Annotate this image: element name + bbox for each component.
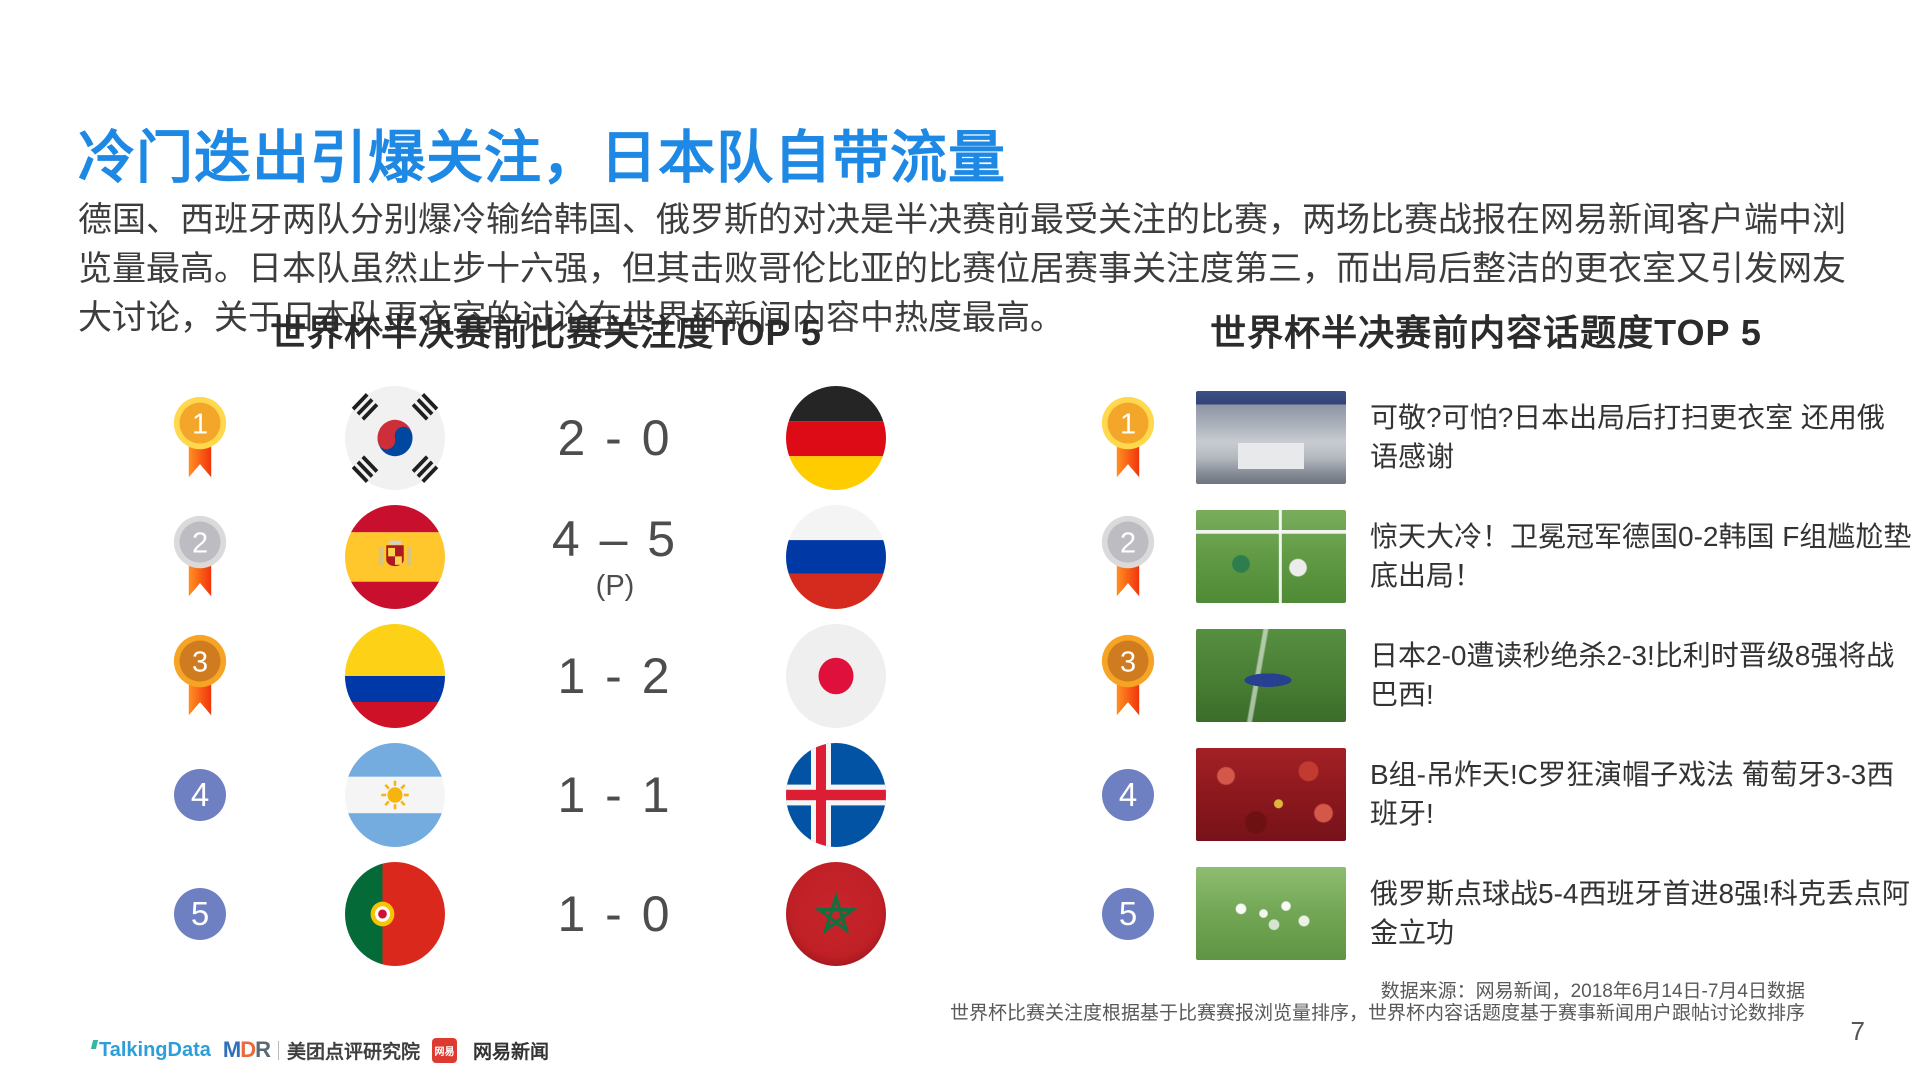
argentina-flag-icon [345,742,445,847]
match-score: 1 - 0 [557,885,673,942]
rank-2-silver-medal-icon: 2 [173,515,227,596]
match-row: 4 [130,735,962,854]
netease-news-label: 网易新闻 [473,1041,550,1063]
topic-ranking-title: 世界杯半决赛前内容话题度TOP 5 [1210,312,1762,353]
rank-number: 4 [1118,775,1138,813]
locker-room-photo [1196,391,1346,484]
rank-1-gold-medal-icon: 1 [173,396,227,477]
player-on-pitch-photo [1196,629,1346,722]
match-ranking-section: 世界杯半决赛前比赛关注度TOP 5 1 [130,304,962,973]
rank-4-badge: 4 [1102,768,1154,821]
rank-number: 3 [1120,646,1136,678]
topic-row: 2 惊天大冷！卫冕冠军德国0-2韩国 F组尴尬垫底出局！ [1060,497,1912,616]
rank-1-gold-medal-icon: 1 [1101,396,1155,477]
news-headline: 日本2-0遭读秒绝杀2-3!比利时晋级8强将战巴西! [1370,640,1895,710]
match-score: 4 – 5 (P) [551,511,679,602]
red-crowd-photo [1196,748,1346,841]
match-score: 1 - 1 [557,766,673,823]
match-row: 2 [130,497,962,616]
talkingdata-wordmark: TalkingData [99,1038,211,1061]
rank-2-silver-medal-icon: 2 [1101,515,1155,596]
rank-number: 2 [192,527,208,559]
rank-number: 1 [192,408,208,440]
south-korea-flag-icon [345,385,445,490]
match-ranking-title: 世界杯半决赛前比赛关注度TOP 5 [270,312,822,353]
mdr-letter-d: D [240,1037,256,1062]
page-title: 冷门迭出引爆关注，日本队自带流量 [78,126,1006,191]
talkingdata-logo: TalkingData [90,1038,211,1062]
match-rows: 1 2 - 0 [130,378,962,973]
footer-logos: TalkingData M D R 美团点评研究院 网易 网易新闻 [90,1036,550,1064]
rank-5-badge: 5 [174,887,226,940]
mdr-letter-m: M [222,1037,241,1062]
topic-row: 4 B组-吊炸天!C罗狂演帽子戏法 葡萄牙3-3西班牙! [1060,735,1912,854]
match-row: 1 2 - 0 [130,378,962,497]
match-score: 1 - 2 [557,647,673,704]
goal-scramble-photo [1196,510,1346,603]
data-source-note: 数据来源：网易新闻，2018年6月14日-7月4日数据 世界杯比赛关注度根据基于… [950,981,1805,1025]
rank-3-bronze-medal-icon: 3 [1101,634,1155,715]
mdr-meituan-logo: M D R 美团点评研究院 [223,1037,420,1064]
rank-number: 5 [190,894,210,932]
portugal-flag-icon [345,861,445,966]
netease-logo-icon: 网易 [432,1037,457,1063]
russia-flag-icon [786,504,886,609]
talkingdata-tick-icon [90,1039,99,1049]
logo-divider [277,1040,279,1060]
source-line-2: 世界杯比赛关注度根据基于比赛赛报浏览量排序，世界杯内容话题度基于赛事新闻用户跟帖… [949,1003,1805,1024]
penalty-note: (P) [595,570,635,602]
rank-5-badge: 5 [1102,887,1154,940]
rank-number: 2 [1120,527,1136,559]
japan-flag-icon [786,623,886,728]
topic-rows: 1 可敬?可怕?日本出局后打扫更衣室 还用俄语感谢 2 惊天大冷！卫冕冠军德国0… [1060,378,1912,973]
rank-number: 3 [192,646,208,678]
rank-3-bronze-medal-icon: 3 [173,634,227,715]
topic-row: 3 日本2-0遭读秒绝杀2-3!比利时晋级8强将战巴西! [1060,616,1912,735]
rank-number: 1 [1120,408,1136,440]
news-headline: B组-吊炸天!C罗狂演帽子戏法 葡萄牙3-3西班牙! [1370,759,1895,829]
news-headline: 可敬?可怕?日本出局后打扫更衣室 还用俄语感谢 [1370,402,1885,472]
germany-flag-icon [786,385,886,490]
rank-4-badge: 4 [174,768,226,821]
topic-ranking-section: 世界杯半决赛前内容话题度TOP 5 1 可敬?可怕?日本出局后打扫更衣室 还用俄… [1060,304,1912,973]
topic-row: 1 可敬?可怕?日本出局后打扫更衣室 还用俄语感谢 [1060,378,1912,497]
meituan-research-label: 美团点评研究院 [286,1041,420,1063]
news-headline: 俄罗斯点球战5-4西班牙首进8强!科克丢点阿金立功 [1370,878,1910,948]
iceland-flag-icon [786,742,886,847]
intro-paragraph: 德国、西班牙两队分别爆冷输给韩国、俄罗斯的对决是半决赛前最受关注的比赛，两场比赛… [78,201,1846,337]
colombia-flag-icon [345,623,445,728]
source-line-1: 数据来源：网易新闻，2018年6月14日-7月4日数据 [1380,981,1805,1002]
morocco-flag-icon [786,861,886,966]
mdr-letter-r: R [255,1037,271,1062]
page-number: 7 [1850,1016,1865,1046]
spain-flag-icon [345,504,445,609]
topic-row: 5 俄罗斯点球战5-4西班牙首进8强!科克丢点阿金立功 [1060,854,1912,973]
team-celebration-photo [1196,867,1346,960]
match-score: 2 - 0 [557,409,673,466]
rank-number: 5 [1118,894,1138,932]
match-row: 3 1 - 2 [130,616,962,735]
netease-badge-text: 网易 [434,1046,455,1058]
match-row: 5 1 - 0 [130,854,962,973]
news-headline: 惊天大冷！卫冕冠军德国0-2韩国 F组尴尬垫底出局！ [1370,521,1912,591]
rank-number: 4 [190,775,210,813]
